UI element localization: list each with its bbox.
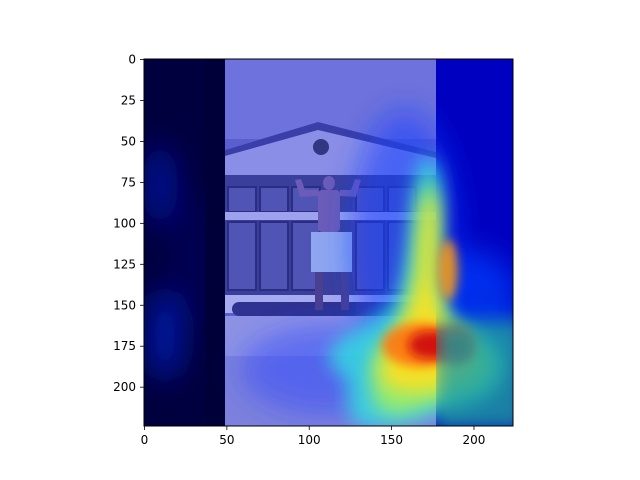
x-tick-label: 0 xyxy=(141,433,149,447)
y-axis: 0 25 50 75 100 125 150 175 200 xyxy=(113,53,144,394)
y-tick-label: 175 xyxy=(113,339,136,353)
y-tick-label: 75 xyxy=(121,175,136,189)
y-tick-label: 150 xyxy=(113,298,136,312)
y-tick-label: 100 xyxy=(113,216,136,230)
x-tick-label: 150 xyxy=(380,433,403,447)
y-tick-label: 125 xyxy=(113,257,136,271)
axes-frame xyxy=(143,58,514,427)
y-tick-label: 25 xyxy=(121,93,136,107)
x-tick-label: 200 xyxy=(463,433,486,447)
x-tick-label: 100 xyxy=(298,433,321,447)
y-tick-label: 0 xyxy=(128,53,136,67)
heat-overlay xyxy=(240,110,513,426)
y-tick-label: 200 xyxy=(113,380,136,394)
x-tick-label: 50 xyxy=(219,433,234,447)
x-axis: 0 50 100 150 200 xyxy=(141,426,486,447)
heatmap-image xyxy=(144,59,513,426)
y-tick-label: 50 xyxy=(121,134,136,148)
